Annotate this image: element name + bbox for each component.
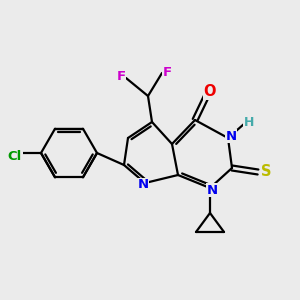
Text: N: N [206,184,218,196]
Text: Cl: Cl [8,151,22,164]
Text: F: F [162,65,172,79]
Text: S: S [261,164,271,179]
Text: F: F [116,70,126,83]
Text: N: N [137,178,148,191]
Text: N: N [225,130,237,142]
Text: H: H [244,116,254,128]
Text: O: O [204,83,216,98]
